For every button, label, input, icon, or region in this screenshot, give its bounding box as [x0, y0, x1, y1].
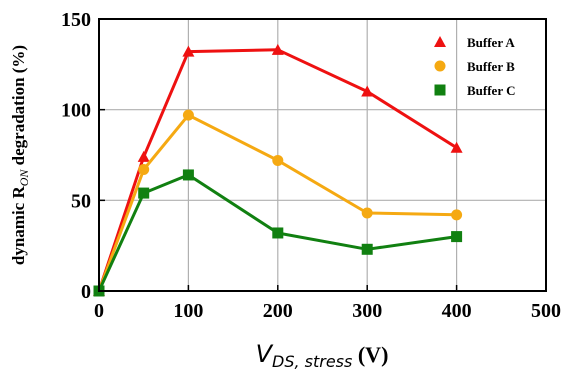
x-tick-label: 400	[442, 300, 472, 322]
data-point	[451, 231, 463, 243]
y-axis-title-sub: ON	[17, 169, 31, 187]
x-axis-title-suffix: (V)	[352, 342, 388, 367]
data-point	[182, 169, 194, 181]
y-tick-label: 100	[61, 100, 91, 122]
y-axis-title: dynamic RON degradation (%)	[9, 45, 31, 265]
x-tick-label: 300	[352, 300, 382, 322]
legend-marker	[434, 84, 446, 96]
x-tick-label: 0	[94, 300, 104, 322]
legend-marker	[434, 36, 446, 47]
y-tick-label: 50	[71, 190, 91, 212]
data-point	[138, 187, 150, 199]
data-point	[451, 209, 463, 221]
y-tick-label: 0	[81, 281, 91, 303]
data-point	[271, 43, 284, 55]
legend-item: Buffer B	[434, 59, 515, 74]
x-tick-label: 500	[531, 300, 561, 322]
y-axis-title-suffix: degradation (%)	[9, 45, 28, 170]
legend-item: Buffer C	[434, 83, 516, 98]
series-line	[97, 48, 458, 292]
y-axis-title-main: dynamic R	[9, 186, 28, 266]
x-axis-title: VDS, stress (V)	[256, 340, 389, 371]
plot-frame	[98, 18, 547, 292]
ticks: 0 100 200 300 400 500 0 50 100 150	[61, 9, 561, 322]
series-line	[97, 173, 457, 292]
legend-label: Buffer C	[467, 83, 516, 98]
x-axis-title-main: V	[256, 340, 274, 368]
axes	[98, 18, 547, 292]
legend-label: Buffer A	[467, 35, 515, 50]
data-point	[182, 109, 194, 121]
data-point	[361, 85, 374, 97]
data-point	[450, 141, 463, 153]
series-group	[93, 43, 463, 297]
data-point	[272, 227, 284, 239]
data-point	[361, 207, 373, 219]
data-point	[138, 164, 150, 176]
series-line	[97, 113, 457, 292]
grid	[99, 19, 546, 291]
x-tick-label: 200	[263, 300, 293, 322]
data-point	[361, 243, 373, 255]
legend-marker	[434, 60, 446, 72]
series-buffer-a	[93, 43, 463, 296]
data-point	[182, 45, 195, 57]
legend: Buffer A Buffer B Buffer C	[434, 35, 516, 98]
legend-item: Buffer A	[434, 35, 515, 50]
y-tick-label: 150	[61, 9, 91, 31]
data-point	[272, 154, 284, 166]
series-buffer-b	[93, 109, 463, 297]
data-point	[137, 150, 150, 162]
legend-label: Buffer B	[467, 59, 515, 74]
x-axis-title-sub: DS, stress	[272, 352, 352, 371]
x-tick-label: 100	[173, 300, 203, 322]
